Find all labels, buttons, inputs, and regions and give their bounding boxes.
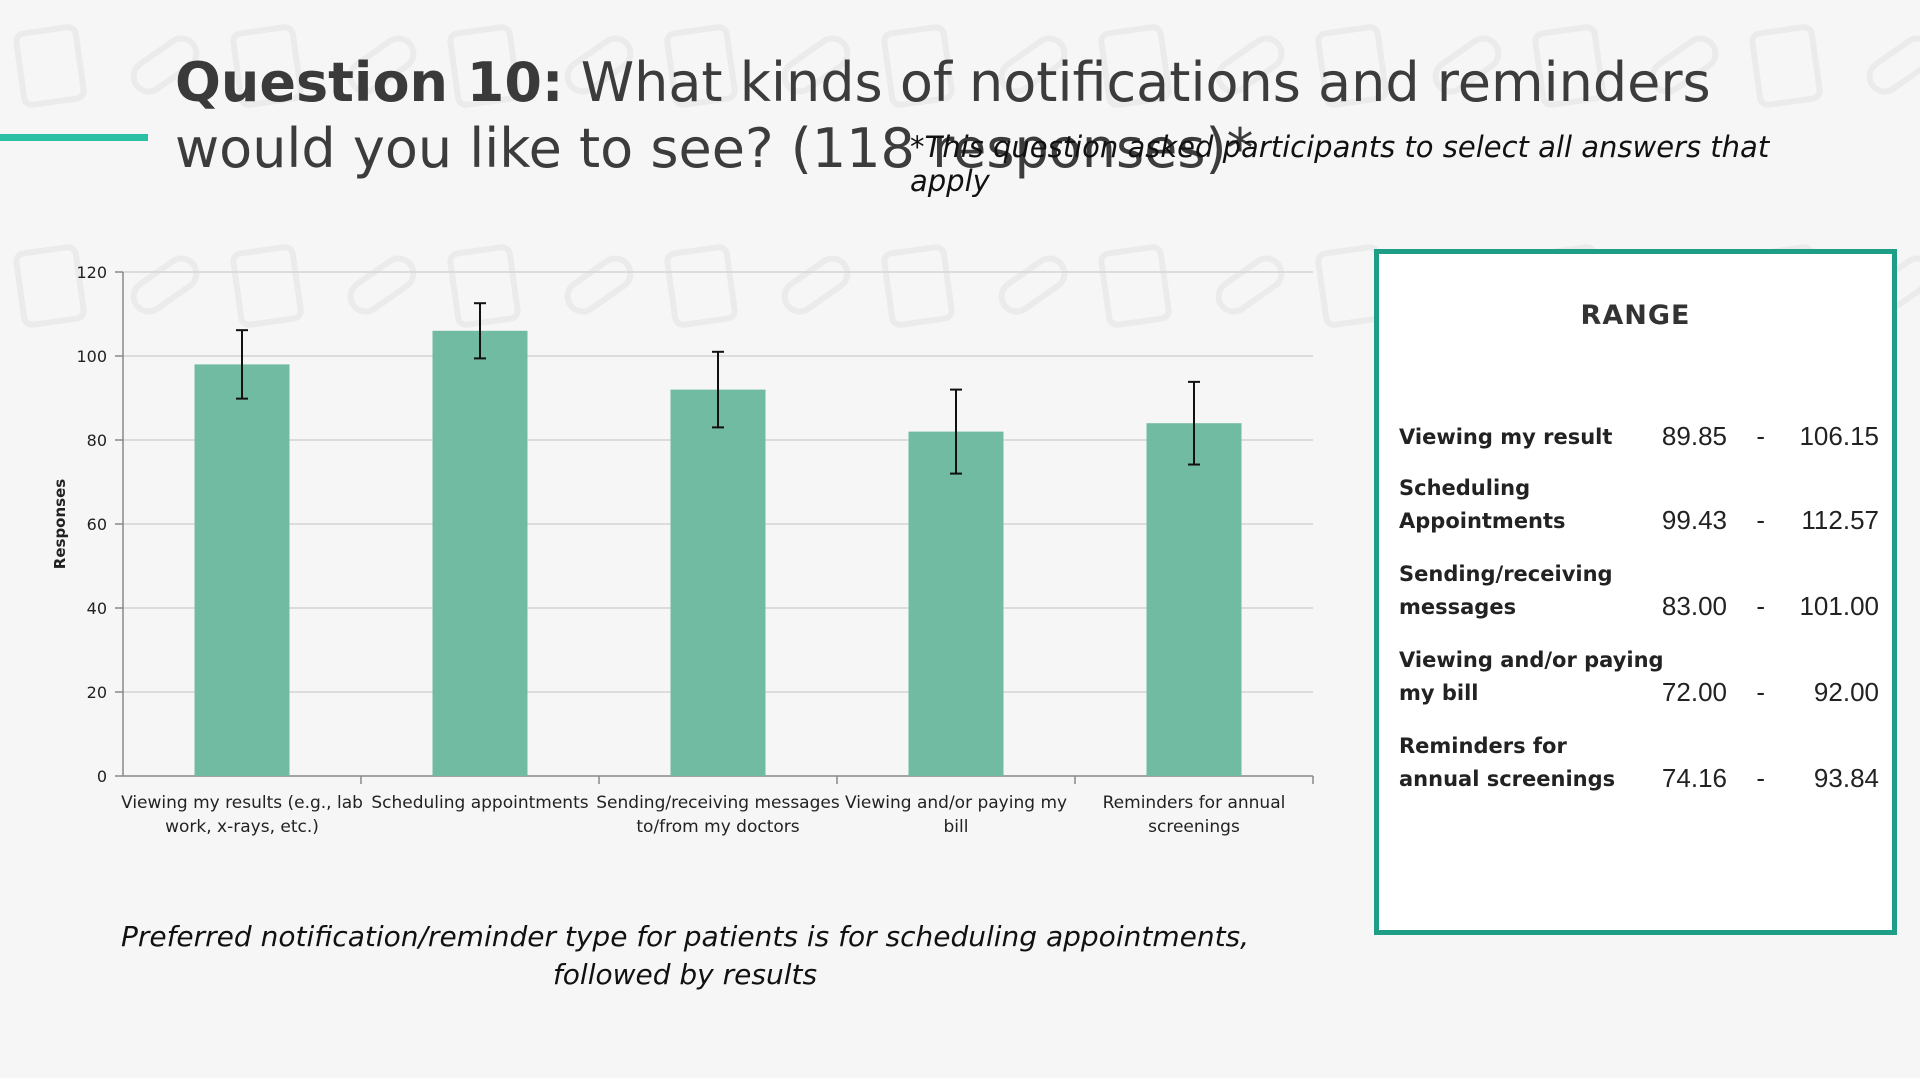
y-axis-label: Responses: [51, 479, 69, 569]
range-dash: -: [1756, 763, 1765, 793]
y-tick-label: 20: [87, 683, 107, 702]
range-dash: -: [1756, 505, 1765, 535]
x-tick-label: to/from my doctors: [636, 817, 799, 837]
y-tick-label: 0: [97, 767, 107, 786]
range-row: Viewing and/or paying my bill 72.00 - 92…: [1399, 630, 1879, 710]
bar: [908, 431, 1004, 776]
bar-chart: 0 20 40 60 80 100 120 Responses Viewing my resul…: [51, 263, 1314, 837]
range-row: Scheduling Appointments 99.43 - 112.57: [1399, 476, 1879, 538]
range-high: 112.57: [1801, 505, 1879, 535]
x-tick-label: Scheduling appointments: [371, 793, 588, 813]
footnote: *This question asked participants to sel…: [910, 130, 1770, 198]
x-tick-label: bill: [944, 817, 969, 837]
bar: [194, 364, 290, 776]
range-row: Sending/receiving messages 83.00 - 101.0…: [1399, 544, 1879, 624]
x-tick-label: work, x-rays, etc.): [165, 817, 319, 837]
bar: [432, 330, 528, 776]
range-row: Viewing my result 89.85 - 106.15: [1399, 410, 1879, 454]
x-tick-label: Reminders for annual: [1103, 793, 1286, 813]
range-high: 106.15: [1799, 421, 1879, 451]
range-row: Reminders for annual screenings 74.16 - …: [1399, 716, 1879, 796]
range-low: 83.00: [1661, 591, 1727, 621]
question-number: Question 10:: [175, 51, 564, 114]
x-tick-label: Viewing and/or paying my: [845, 793, 1067, 813]
range-high: 93.84: [1813, 763, 1879, 793]
accent-line: [0, 134, 148, 141]
range-low: 74.16: [1661, 763, 1727, 793]
range-label: Sending/receiving messages: [1399, 562, 1613, 619]
y-tick-label: 80: [87, 431, 107, 450]
x-tick-label: Viewing my results (e.g., lab: [121, 793, 363, 813]
range-low: 89.85: [1661, 421, 1727, 451]
y-tick-label: 40: [87, 599, 107, 618]
x-tick-label: Sending/receiving messages: [596, 793, 840, 813]
range-label: Scheduling Appointments: [1399, 476, 1566, 533]
bar: [670, 389, 766, 776]
range-low: 99.43: [1661, 505, 1727, 535]
range-dash: -: [1756, 591, 1765, 621]
range-high: 101.00: [1799, 591, 1879, 621]
chart-caption: Preferred notification/reminder type for…: [120, 920, 1250, 991]
y-tick-label: 60: [87, 515, 107, 534]
range-panel: RANGE Viewing my result 89.85 - 106.15 S…: [1374, 249, 1897, 935]
range-low: 72.00: [1661, 677, 1727, 707]
question-text: What kinds of notifications and reminder…: [175, 51, 1711, 180]
range-title: RANGE: [1580, 300, 1691, 331]
range-dash: -: [1756, 677, 1765, 707]
range-label: Viewing my result: [1399, 425, 1613, 449]
range-label: Viewing and/or paying my bill: [1399, 648, 1664, 705]
range-label: Reminders for annual screenings: [1399, 734, 1616, 791]
x-tick-label: screenings: [1148, 817, 1240, 837]
range-dash: -: [1756, 421, 1765, 451]
pill-icon: [1866, 35, 1920, 95]
range-high: 92.00: [1813, 677, 1879, 707]
y-tick-label: 120: [76, 263, 107, 282]
page-title: Question 10: What kinds of notifications…: [175, 50, 1855, 182]
y-tick-label: 100: [76, 347, 107, 366]
bar: [1146, 423, 1242, 776]
